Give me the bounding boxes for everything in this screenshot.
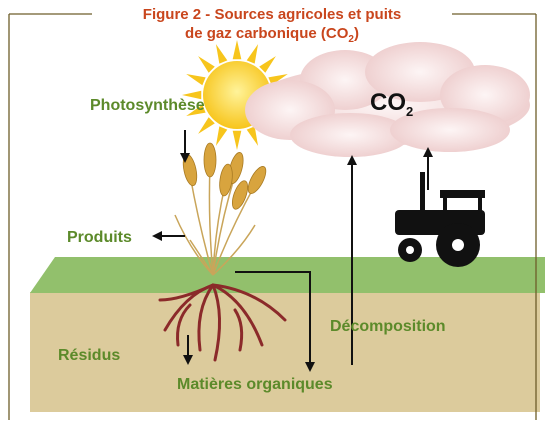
sun-ray — [216, 126, 227, 145]
diagram-canvas: Figure 2 - Sources agricoles et puits de… — [0, 0, 545, 425]
sun-ray — [259, 56, 276, 73]
title-line2: de gaz carbonique (CO2) — [185, 25, 359, 45]
products-label: Produits — [67, 229, 132, 246]
decomposition-label: Décomposition — [330, 318, 446, 335]
organic-matter-label: Matières organiques — [177, 376, 333, 393]
diagram: Figure 2 - Sources agricoles et puits de… — [0, 0, 545, 425]
sun-ray — [198, 117, 215, 134]
co2-sub: 2 — [406, 104, 413, 119]
sun-ray — [186, 74, 205, 85]
title-line1: Figure 2 - Sources agricoles et puits — [143, 6, 401, 23]
title-text: de gaz carbonique (CO — [185, 25, 349, 42]
sun-ray — [247, 44, 258, 63]
photosynthesis-label: Photosynthèse — [90, 97, 205, 114]
sun-ray — [233, 131, 242, 150]
sun-ray — [233, 40, 242, 59]
sun-ray — [216, 44, 227, 63]
sun-ray — [198, 56, 215, 73]
residues-label: Résidus — [58, 347, 120, 364]
wheat-ears — [181, 143, 270, 211]
title-end: ) — [354, 25, 359, 42]
co2-text: CO — [370, 89, 406, 116]
